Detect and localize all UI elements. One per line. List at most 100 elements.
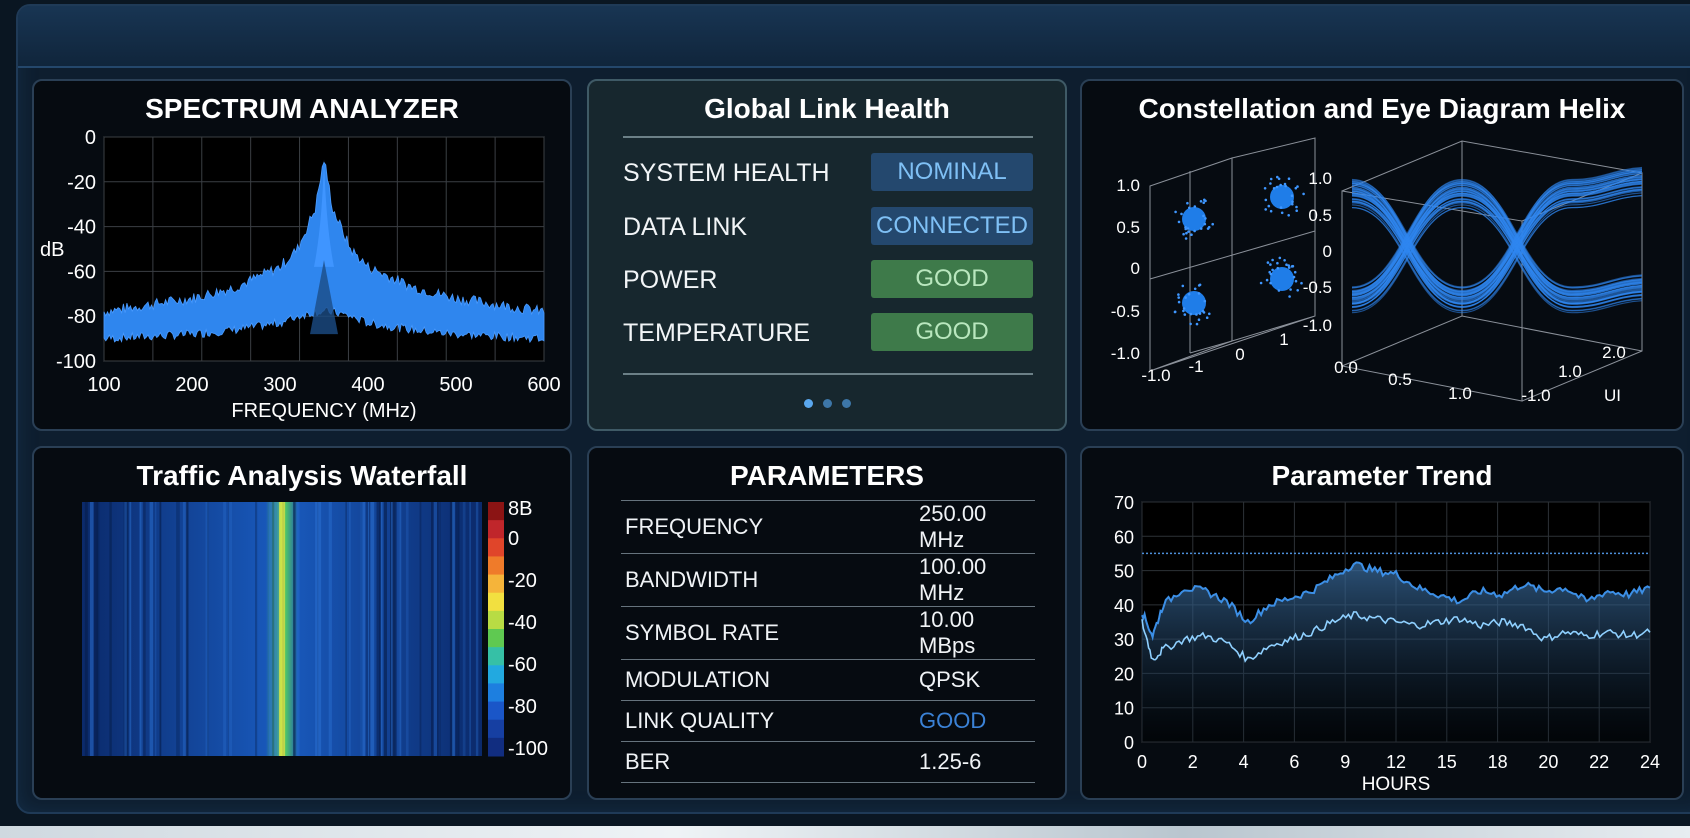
param-label: FREQUENCY (621, 500, 915, 554)
x-tick-label: -1.0 (1141, 366, 1170, 385)
page-dot[interactable] (822, 399, 832, 408)
constellation-scatter (1272, 187, 1276, 190)
y-axis-label: dB (40, 239, 64, 261)
waterfall-streak (399, 502, 402, 756)
constellation-scatter (1204, 199, 1207, 203)
waterfall-streak (185, 502, 189, 756)
waterfall-streak (96, 502, 100, 756)
constellation-scatter (1204, 217, 1207, 220)
waterfall-streak (449, 502, 454, 756)
colorbar-segment (488, 538, 504, 557)
waterfall-streak (159, 502, 162, 756)
constellation-scatter (1184, 227, 1187, 231)
y-tick-label: 60 (1114, 527, 1134, 547)
waterfall-streak (315, 502, 319, 756)
constellation-scatter (1276, 175, 1279, 179)
y-tick-label: 1.0 (1308, 169, 1332, 188)
x-tick-label: 18 (1488, 752, 1508, 772)
waterfall-streak (296, 502, 300, 756)
waterfall-streak (390, 502, 393, 756)
x-tick-label: 400 (351, 374, 384, 396)
y-tick-label: 10 (1114, 699, 1134, 719)
z-axis-label: UI (1604, 386, 1621, 405)
y-tick-label: 70 (1114, 493, 1134, 513)
constellation-scatter (1268, 270, 1271, 274)
constellation-scatter (1207, 225, 1211, 229)
constellation-scatter (1294, 186, 1298, 190)
waterfall-streak (366, 502, 370, 756)
status-badge: CONNECTED (871, 207, 1033, 245)
y-tick-label: -40 (67, 217, 96, 239)
page-indicator[interactable] (589, 395, 1065, 413)
global-link-health-panel: Global Link Health SYSTEM HEALTH NOMINAL… (587, 79, 1067, 431)
z-tick-label: 1.0 (1558, 362, 1582, 381)
health-divider-top (623, 136, 1033, 138)
colorbar-tick-label: -20 (508, 570, 537, 592)
y-tick-label: -1.0 (1303, 316, 1332, 335)
table-row: MODULATION QPSK (621, 659, 1035, 701)
constellation-scatter (1276, 266, 1280, 270)
constellation-eye-chart: 1.00.50-0.5-1.0-1.0 -1011.00.50-0.5-1.00.… (1111, 137, 1643, 405)
spectrum-peak (314, 159, 334, 267)
waterfall-streak (469, 502, 471, 756)
constellation-scatter (1187, 292, 1191, 296)
waterfall-streak (129, 502, 132, 756)
param-value: QPSK (915, 659, 1035, 701)
constellation-scatter (1292, 275, 1296, 279)
x-tick-label: 100 (87, 374, 120, 396)
x-tick-label: 300 (263, 374, 296, 396)
page-dot[interactable] (841, 399, 851, 408)
x-tick-label: 500 (439, 374, 472, 396)
constellation-scatter (1199, 200, 1203, 203)
waterfall-streak (458, 502, 460, 756)
constellation-scatter (1269, 272, 1273, 276)
page-dot[interactable] (803, 399, 813, 408)
trend-area (1142, 562, 1650, 742)
waterfall-streak (124, 502, 126, 756)
waterfall-streak (345, 502, 347, 756)
param-label: BER (621, 741, 915, 783)
waterfall-streak (397, 502, 401, 756)
constellation-scatter (1277, 289, 1281, 292)
waterfall-streak (475, 502, 479, 756)
constellation-scatter (1202, 214, 1205, 218)
waterfall-streak (109, 502, 112, 756)
constellation-scatter (1197, 284, 1201, 287)
param-label: SYMBOL RATE (621, 606, 915, 660)
constellation-scatter (1189, 322, 1192, 326)
constellation-scatter (1269, 177, 1273, 181)
y-tick-label: 0 (85, 127, 96, 149)
constellation-point (1270, 267, 1294, 291)
y-tick-label: -20 (67, 172, 96, 194)
waterfall-streak (360, 502, 362, 756)
constellation-point (1182, 207, 1206, 231)
status-badge: GOOD (871, 260, 1033, 298)
constellation-scatter (1188, 206, 1191, 210)
constellation-title: Constellation and Eye Diagram Helix (1138, 93, 1626, 124)
eye-trace (1351, 182, 1643, 301)
eye-trace (1351, 176, 1643, 301)
constellation-scatter (1264, 198, 1268, 202)
y-tick-label: 20 (1114, 664, 1134, 684)
constellation-scatter (1184, 296, 1187, 299)
x-tick-label: -1 (1188, 357, 1203, 376)
y-tick-label: -0.5 (1303, 278, 1332, 297)
colorbar-tick-label: -80 (508, 696, 537, 718)
health-label: DATA LINK (623, 213, 748, 241)
health-row-data-link: DATA LINK CONNECTED (623, 207, 1033, 247)
waterfall-streak (380, 502, 383, 756)
constellation-scatter (1198, 312, 1202, 315)
param-label: BANDWIDTH (621, 553, 915, 607)
waterfall-streak (223, 502, 226, 756)
constellation-scatter (1287, 214, 1290, 217)
constellation-scatter (1193, 287, 1197, 291)
waterfall-streak (182, 502, 186, 756)
y-tick-label: 50 (1114, 562, 1134, 582)
health-divider-bottom (623, 373, 1033, 375)
waterfall-streak (255, 502, 258, 756)
colorbar-segment (488, 574, 504, 594)
constellation-scatter (1186, 227, 1190, 230)
waterfall-streak (392, 502, 397, 756)
constellation-scatter (1177, 296, 1180, 299)
constellation-box (1149, 137, 1316, 372)
